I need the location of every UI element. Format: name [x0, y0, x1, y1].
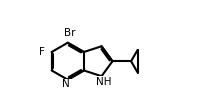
Text: N: N: [62, 79, 70, 89]
Text: F: F: [39, 47, 45, 57]
Text: NH: NH: [96, 77, 111, 87]
Text: Br: Br: [64, 28, 75, 38]
